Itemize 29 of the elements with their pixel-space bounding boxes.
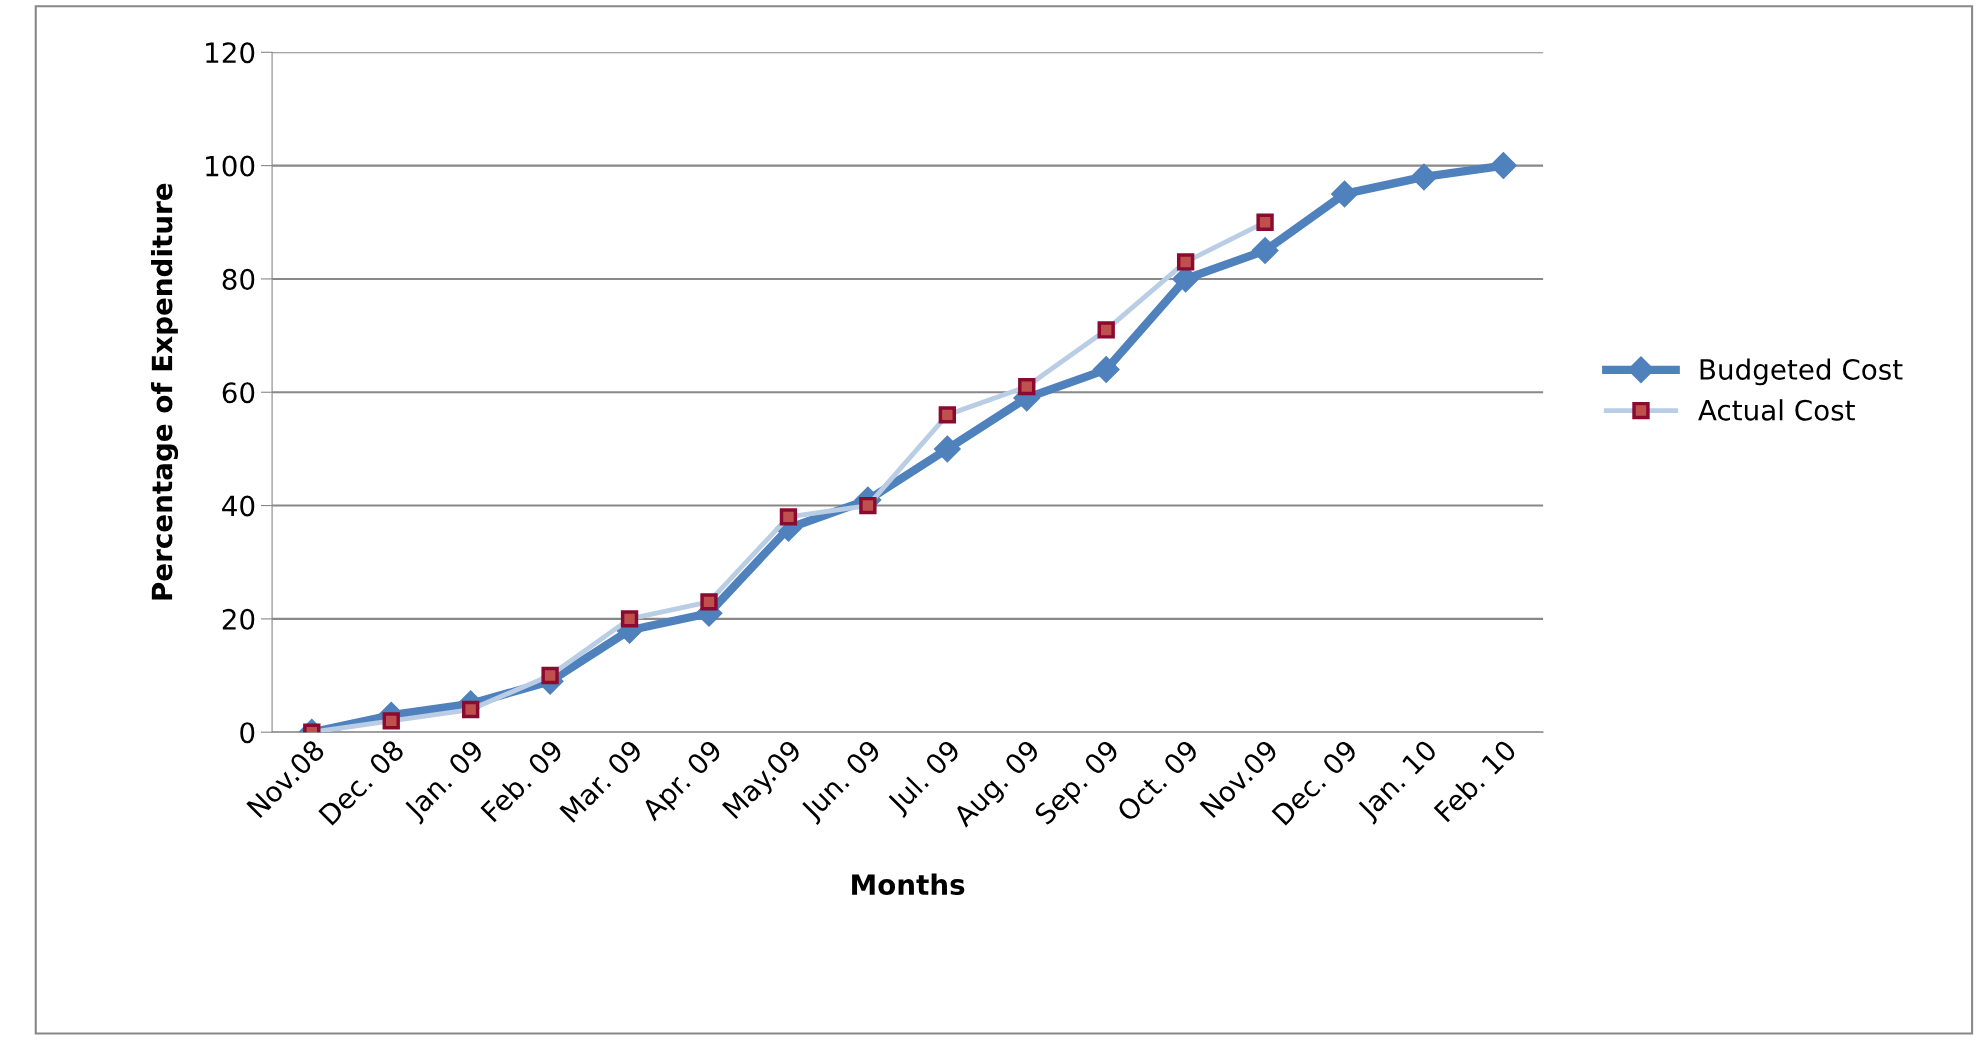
point: [1331, 180, 1358, 208]
point: [933, 435, 961, 463]
y-tick-label: 20: [222, 608, 255, 630]
x-tick-label: Jun. 09: [799, 738, 886, 826]
point: [938, 406, 957, 424]
point: [1256, 213, 1274, 231]
point: [859, 496, 877, 515]
point: [700, 593, 718, 611]
point: [1410, 163, 1438, 191]
y-tick-label: 100: [206, 155, 255, 177]
point: [620, 610, 639, 628]
y-tick-label: 80: [222, 268, 255, 290]
x-axis-title: Months: [852, 873, 965, 896]
y-tick-label: 60: [222, 382, 255, 404]
legend-label: Budgeted Cost: [1700, 358, 1903, 386]
point: [1489, 152, 1517, 180]
y-tick-label: 40: [222, 495, 255, 517]
point: [382, 712, 400, 730]
point: [462, 700, 480, 719]
point: [1176, 253, 1195, 271]
point: [1251, 237, 1279, 265]
legend-label: Actual Cost: [1698, 399, 1855, 421]
point: [779, 508, 798, 526]
point: [1092, 356, 1120, 384]
y-axis-title: Percentage of Expenditure: [150, 183, 179, 600]
y-tick-label: 120: [206, 42, 255, 64]
point: [541, 666, 559, 685]
point: [1018, 377, 1036, 396]
point: [1097, 321, 1115, 339]
